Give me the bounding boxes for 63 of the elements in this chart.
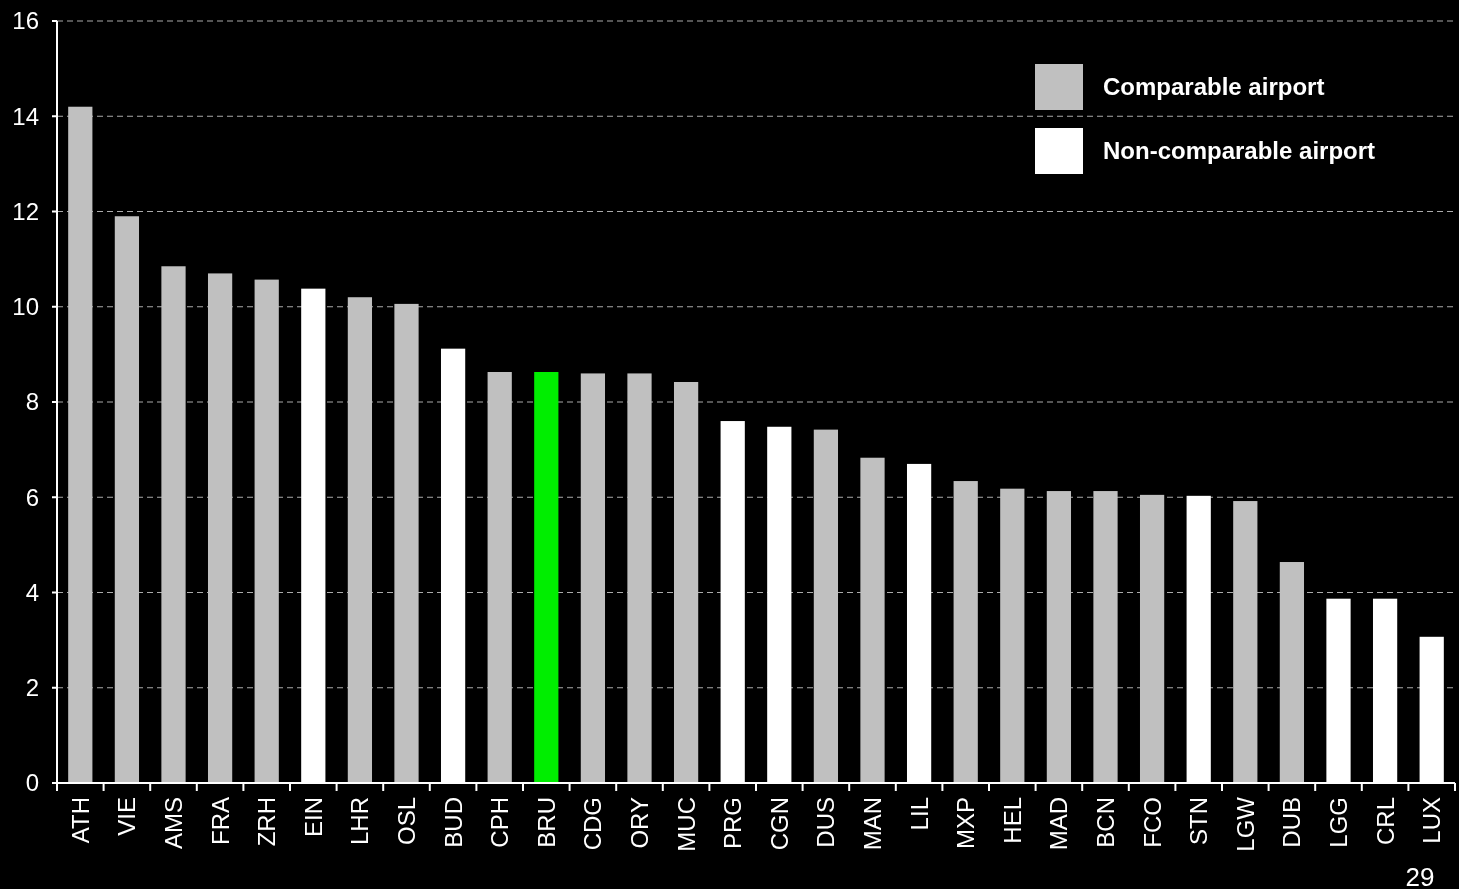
bar bbox=[1139, 494, 1165, 783]
x-tick-label: BRU bbox=[532, 797, 560, 848]
bar bbox=[161, 266, 186, 783]
x-tick-label: DUS bbox=[812, 797, 840, 848]
bar bbox=[953, 481, 978, 783]
bar bbox=[487, 372, 512, 783]
bar bbox=[1279, 562, 1305, 783]
bar bbox=[68, 106, 93, 783]
x-tick-label: ZRH bbox=[253, 797, 281, 847]
bar bbox=[1046, 491, 1072, 783]
y-tick-label: 8 bbox=[25, 388, 39, 416]
x-tick-label: OSL bbox=[392, 797, 420, 846]
y-tick-label: 12 bbox=[12, 197, 39, 225]
x-tick-label: HEL bbox=[998, 797, 1026, 844]
x-tick-label: LGG bbox=[1324, 797, 1352, 848]
x-tick-label: CGN bbox=[765, 797, 793, 851]
x-tick-label: LUX bbox=[1418, 797, 1446, 844]
x-tick-label: PRG bbox=[719, 797, 747, 850]
bar bbox=[534, 372, 559, 783]
bar bbox=[347, 297, 373, 783]
x-tick-label: DUB bbox=[1278, 797, 1306, 848]
y-tick-label: 4 bbox=[25, 578, 39, 606]
bar bbox=[1233, 501, 1258, 783]
y-tick-label: 14 bbox=[12, 102, 39, 130]
x-tick-label: BCN bbox=[1091, 797, 1119, 848]
bar bbox=[207, 273, 233, 783]
legend-label: Non-comparable airport bbox=[1103, 137, 1376, 165]
bar bbox=[813, 429, 839, 783]
x-tick-label: CDG bbox=[579, 797, 607, 851]
bar bbox=[394, 303, 419, 783]
x-tick-label: LHR bbox=[346, 797, 374, 846]
y-tick-label: 2 bbox=[25, 674, 39, 702]
x-tick-label: STN bbox=[1185, 797, 1213, 845]
x-tick-label: ATH bbox=[66, 797, 94, 844]
x-tick-label: MAD bbox=[1045, 797, 1073, 851]
bar bbox=[673, 382, 699, 783]
x-tick-label: ORY bbox=[625, 797, 653, 849]
bar bbox=[114, 216, 140, 783]
x-tick-label: CRL bbox=[1371, 797, 1399, 846]
x-tick-label: LGW bbox=[1231, 796, 1259, 852]
y-tick-label: 10 bbox=[12, 293, 39, 321]
bar bbox=[627, 373, 652, 783]
x-tick-label: EIN bbox=[299, 797, 327, 838]
x-tick-label: MXP bbox=[952, 797, 980, 850]
x-tick-label: MUC bbox=[672, 797, 700, 852]
x-tick-label: BUD bbox=[439, 797, 467, 848]
text: 29 bbox=[1405, 862, 1435, 889]
bar bbox=[580, 373, 606, 783]
bar bbox=[1000, 488, 1025, 783]
x-tick-label: MAN bbox=[858, 797, 886, 851]
y-tick-label: 6 bbox=[25, 483, 39, 511]
bar bbox=[254, 279, 279, 783]
x-tick-label: FRA bbox=[206, 797, 234, 845]
legend-label: Comparable airport bbox=[1103, 73, 1325, 101]
x-tick-label: LIL bbox=[905, 797, 933, 831]
bar bbox=[860, 457, 885, 783]
x-tick-label: CPH bbox=[486, 797, 514, 848]
y-tick-label: 16 bbox=[12, 7, 39, 35]
x-tick-label: FCO bbox=[1138, 797, 1166, 848]
x-tick-label: VIE bbox=[113, 797, 141, 836]
x-tick-label: AMS bbox=[159, 797, 187, 850]
bar bbox=[1093, 491, 1118, 783]
y-tick-label: 0 bbox=[25, 769, 39, 797]
